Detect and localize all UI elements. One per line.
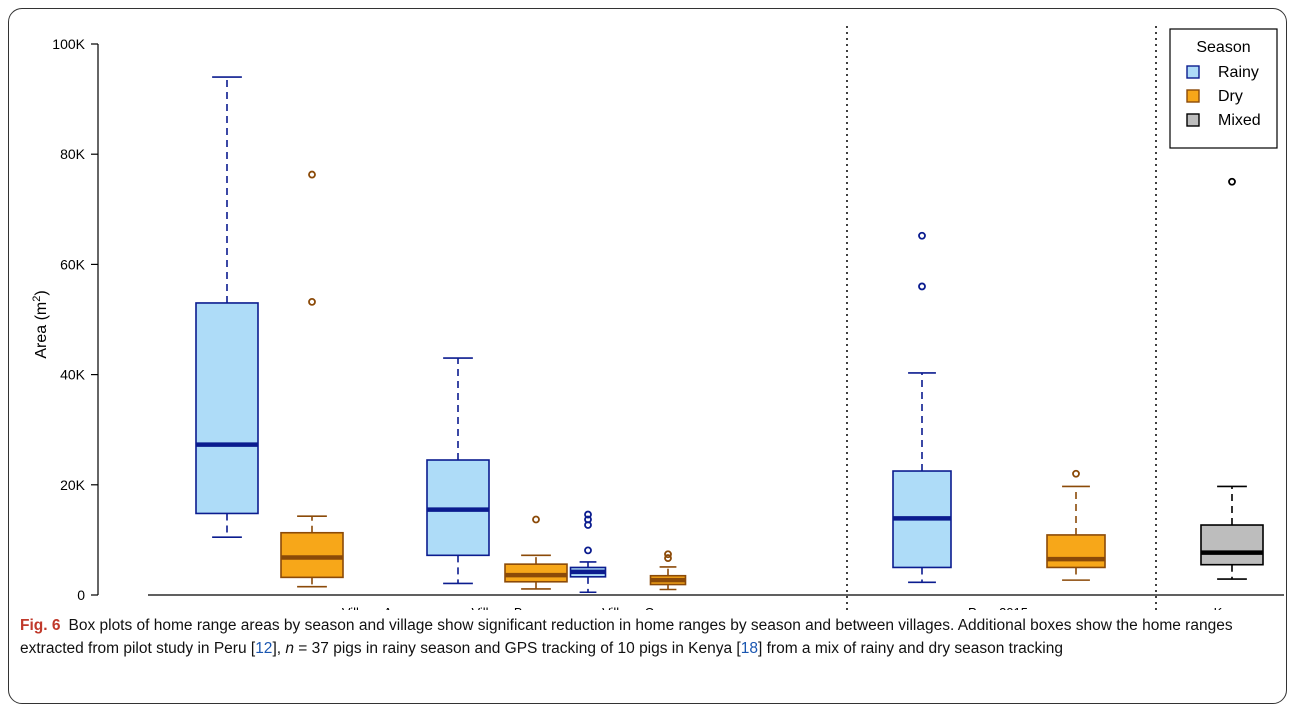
y-tick-label-100k: 100K <box>52 36 85 52</box>
x-tick-label-kenya: Kenya <box>1214 605 1252 610</box>
legend-label-rainy: Rainy <box>1218 64 1259 81</box>
reference-link-12[interactable]: 12 <box>255 640 273 657</box>
legend-label-mixed: Mixed <box>1218 112 1261 129</box>
legend-box <box>1169 28 1278 149</box>
y-tick-label-0: 0 <box>77 587 85 603</box>
y-tick-label-20k: 20K <box>60 477 86 493</box>
caption-text-1: Box plots of home range areas by season … <box>20 617 1233 657</box>
outlier-peru-2015-rainy-2 <box>918 231 926 240</box>
legend-swatch-rainy <box>1186 65 1200 79</box>
caption-text-2: ], <box>272 640 286 657</box>
reference-link-18[interactable]: 18 <box>740 640 758 657</box>
box-peru-2015-dry <box>1046 534 1106 569</box>
box-plot-chart: 0 20K 40K 60K 80K 100K Area (m2) Village A Villa… <box>31 26 1284 610</box>
figure-frame <box>8 8 1287 704</box>
caption-text-3: = 37 pigs in rainy season and GPS tracki… <box>293 640 741 657</box>
figure-caption: Fig. 6 Box plots of home range areas by s… <box>20 614 1280 660</box>
outlier-village-c-rainy-3 <box>584 515 592 524</box>
outlier-peru-2015-rainy-1 <box>918 282 926 291</box>
x-tick-label-village-a: Village A <box>342 605 393 610</box>
outlier-kenya-mixed-1 <box>1228 177 1236 186</box>
x-tick-label-village-c: Village C <box>602 605 654 610</box>
outlier-village-c-rainy-1 <box>584 546 592 555</box>
outlier-village-a-dry-2 <box>308 170 316 179</box>
outlier-village-b-dry-1 <box>532 515 540 524</box>
legend-title: Season <box>1196 39 1250 56</box>
legend-swatch-dry <box>1186 89 1200 103</box>
box-kenya-mixed <box>1200 524 1264 566</box>
caption-text-4: ] from a mix of rainy and dry season tra… <box>758 640 1063 657</box>
caption-variable-n: n <box>285 640 294 657</box>
x-tick-label-peru-2015: Peru 2015 <box>968 605 1028 610</box>
outlier-peru-2015-dry-1 <box>1072 469 1080 478</box>
outlier-village-a-dry-1 <box>308 297 316 306</box>
outlier-village-c-dry-2 <box>664 550 672 559</box>
box-village-a-dry <box>280 531 344 579</box>
figure-label: Fig. 6 <box>20 617 61 634</box>
legend-label-dry: Dry <box>1218 88 1243 105</box>
legend-swatch-mixed <box>1186 113 1200 127</box>
y-axis-label: Area (m2) <box>31 290 50 358</box>
box-village-a-rainy <box>195 302 259 515</box>
x-tick-label-village-b: Village B <box>471 605 522 610</box>
outlier-village-c-rainy-4 <box>584 510 592 519</box>
outlier-village-c-dry-1 <box>664 554 672 562</box>
y-tick-label-60k: 60K <box>60 256 86 272</box>
y-tick-label-80k: 80K <box>60 146 86 162</box>
y-tick-label-40k: 40K <box>60 367 86 383</box>
